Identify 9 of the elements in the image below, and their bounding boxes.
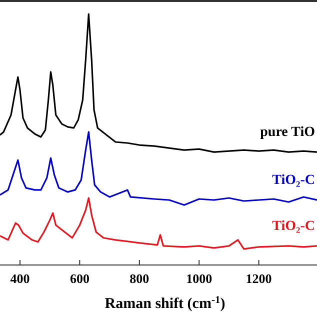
series-label: pure TiO <box>260 125 316 140</box>
x-tick-label: 400 <box>10 271 30 286</box>
x-tick-label: 600 <box>70 271 90 286</box>
x-tick-label: 1200 <box>246 271 272 286</box>
series-label: TiO₂-C <box>272 218 315 234</box>
series-label: TiO₂-C <box>272 172 315 188</box>
x-axis-title: Raman shift (cm$^{-1}$) <box>104 294 226 312</box>
x-tick-label: 1000 <box>186 271 212 286</box>
x-tick-label: 800 <box>130 271 150 286</box>
